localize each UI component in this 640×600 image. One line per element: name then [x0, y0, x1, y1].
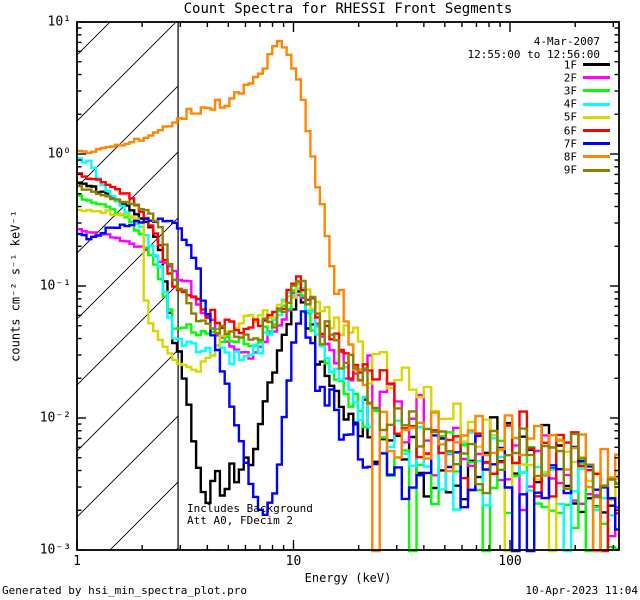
y-tick-label-1: 10⁰	[47, 146, 71, 162]
legend-label-7F: 7F	[563, 137, 577, 151]
legend-label-4F: 4F	[563, 97, 577, 111]
legend-label-1F: 1F	[563, 58, 577, 71]
series-1F-line	[77, 181, 619, 514]
legend-swatch-2F	[583, 76, 610, 80]
legend-label-6F: 6F	[563, 124, 577, 137]
plot-frame	[76, 21, 620, 551]
legend-swatch-7F	[583, 142, 610, 146]
x-tick-label-10: 10	[285, 554, 302, 569]
legend-label-3F: 3F	[563, 84, 577, 98]
x-tick-label-1: 1	[73, 554, 81, 569]
legend-swatch-3F	[583, 89, 610, 93]
legend-label-8F: 8F	[563, 150, 577, 164]
legend-label-9F: 9F	[563, 163, 577, 177]
observation-time-range: 12:55:00 to 12:56:00	[467, 48, 600, 61]
legend-label-5F: 5F	[563, 110, 577, 124]
legend-swatch-5F	[583, 115, 610, 119]
y-axis-label: counts cm⁻² s⁻¹ keV⁻¹	[8, 210, 23, 362]
note-includes-background: Includes Background	[187, 502, 313, 515]
footer-generator-text: Generated by hsi_min_spectra_plot.pro	[2, 584, 248, 597]
legend-swatch-1F	[583, 63, 610, 66]
series-9F-line	[77, 184, 619, 499]
observation-date: 4-Mar-2007	[533, 35, 600, 48]
series-8F-line	[77, 39, 619, 553]
legend-label-2F: 2F	[563, 71, 577, 85]
legend-swatch-8F	[583, 155, 610, 159]
axes-ticks	[76, 21, 619, 551]
hatched-region	[77, 22, 179, 550]
y-tick-label-2: 10⁻¹	[39, 278, 71, 294]
footer-timestamp: 10-Apr-2023 11:04	[525, 584, 638, 597]
y-tick-label-0: 10¹	[47, 14, 71, 30]
y-tick-label-4: 10⁻³	[39, 542, 71, 558]
chart-title: Count Spectra for RHESSI Front Segments	[183, 1, 513, 17]
y-tick-label-3: 10⁻²	[39, 410, 71, 426]
legend-swatch-4F	[583, 102, 610, 106]
note-attenuator-decim: Att A0, FDecim 2	[187, 514, 293, 527]
x-tick-label-100: 100	[498, 554, 522, 569]
legend-swatch-6F	[583, 129, 610, 132]
legend-swatch-9F	[583, 168, 610, 172]
x-axis-label: Energy (keV)	[304, 571, 392, 585]
